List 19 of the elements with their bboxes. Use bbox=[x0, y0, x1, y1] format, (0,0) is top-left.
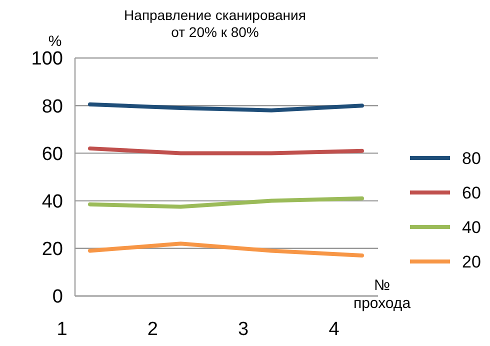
y-tick-label: 40 bbox=[42, 191, 63, 212]
x-axis-title: № прохода bbox=[353, 277, 412, 312]
legend-label: 20 bbox=[462, 252, 481, 272]
legend-label: 40 bbox=[462, 218, 481, 237]
x-tick-label: 3 bbox=[238, 319, 249, 340]
x-tick-label: 4 bbox=[328, 319, 340, 340]
chart-subtitle: от 20% к 80% bbox=[171, 24, 259, 40]
legend-label: 80 bbox=[462, 148, 481, 168]
y-tick-label: 100 bbox=[31, 48, 63, 70]
y-tick-label: 20 bbox=[42, 239, 63, 260]
y-tick-label: 80 bbox=[42, 96, 63, 118]
x-tick-label: 1 bbox=[56, 319, 68, 340]
line-series bbox=[88, 196, 364, 209]
chart-title: Направление сканирования bbox=[124, 7, 306, 23]
y-tick-label: 60 bbox=[42, 144, 63, 165]
x-tick-label: 2 bbox=[147, 319, 158, 340]
legend-label: 60 bbox=[462, 183, 481, 202]
y-tick-label: 0 bbox=[52, 286, 63, 308]
y-axis-title: % bbox=[48, 33, 62, 50]
